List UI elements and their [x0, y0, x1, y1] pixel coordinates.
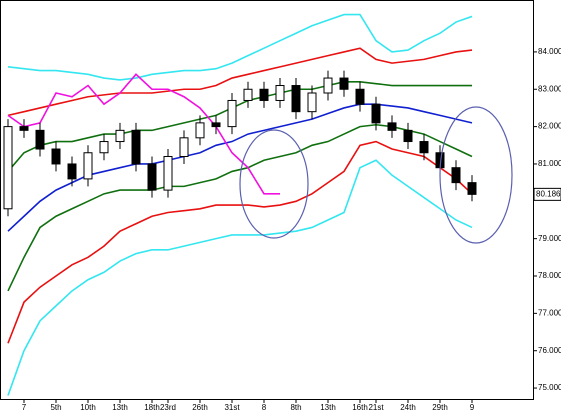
candle-body	[227, 99, 237, 128]
candle-body	[403, 129, 413, 143]
x-tick-label: 29th	[432, 403, 448, 412]
x-tick-label: 13th	[112, 403, 128, 412]
x-tick-label: 8th	[290, 403, 301, 412]
highlight-ellipse	[239, 129, 309, 239]
last-price-box	[533, 187, 561, 201]
candle-body	[147, 163, 157, 191]
candle-body	[131, 129, 141, 165]
candle-body	[467, 182, 477, 195]
candle-body	[163, 155, 173, 191]
y-tick-label: 82.000	[538, 122, 561, 131]
candle-body	[179, 137, 189, 157]
candle-body	[451, 167, 461, 184]
candle-body	[99, 141, 109, 154]
candle-body	[387, 122, 397, 131]
x-tick-label: 31st	[224, 403, 240, 412]
candle-body	[339, 77, 349, 90]
x-tick-label: 18th	[144, 403, 160, 412]
y-tick-label: 77.000	[538, 308, 561, 317]
candle-body	[3, 126, 13, 210]
candle-body	[291, 85, 301, 113]
candle-body	[67, 163, 77, 180]
candle-body	[115, 129, 125, 143]
indicator-line	[7, 80, 472, 172]
candle-body	[195, 122, 205, 139]
x-tick-label: 23rd	[160, 403, 176, 412]
candle-body	[83, 152, 93, 180]
last-price-label: 80.186	[536, 189, 561, 198]
x-tick-label: 21st	[368, 403, 384, 412]
x-tick-label: 8	[262, 403, 267, 412]
candle-body	[275, 85, 285, 101]
y-tick-label: 78.000	[538, 271, 561, 280]
candle-body	[243, 88, 253, 101]
candle-body	[419, 141, 429, 154]
y-tick-label: 84.000	[538, 47, 561, 56]
x-tick-label: 26th	[192, 403, 208, 412]
indicator-line	[7, 47, 473, 117]
indicator-line	[7, 140, 473, 344]
indicator-line	[7, 13, 473, 81]
y-tick-label: 76.000	[538, 346, 561, 355]
x-tick-label: 9	[470, 403, 475, 412]
candle-body	[307, 92, 317, 113]
candle-body	[19, 126, 29, 131]
candle-body	[259, 88, 269, 101]
candle-body	[371, 103, 381, 124]
candle-body	[51, 148, 61, 165]
highlight-ellipse	[439, 106, 513, 244]
x-tick-label: 10th	[80, 403, 96, 412]
y-tick-label: 83.000	[538, 84, 561, 93]
y-tick-label: 79.000	[538, 234, 561, 243]
x-tick-label: 16th	[352, 403, 368, 412]
marks	[3, 13, 477, 396]
x-tick-label: 24th	[400, 403, 416, 412]
y-tick-label: 81.000	[538, 159, 561, 168]
y-tick-label: 75.000	[538, 383, 561, 392]
x-tick-label: 5th	[50, 403, 61, 412]
candle-body	[323, 77, 333, 94]
candle-body	[35, 129, 45, 150]
indicator-line	[7, 159, 473, 396]
x-tick-label: 13th	[320, 403, 336, 412]
candle-body	[355, 88, 365, 105]
indicator-line	[7, 73, 280, 195]
x-tick-label: 7	[22, 403, 27, 412]
candle-body	[211, 122, 221, 128]
